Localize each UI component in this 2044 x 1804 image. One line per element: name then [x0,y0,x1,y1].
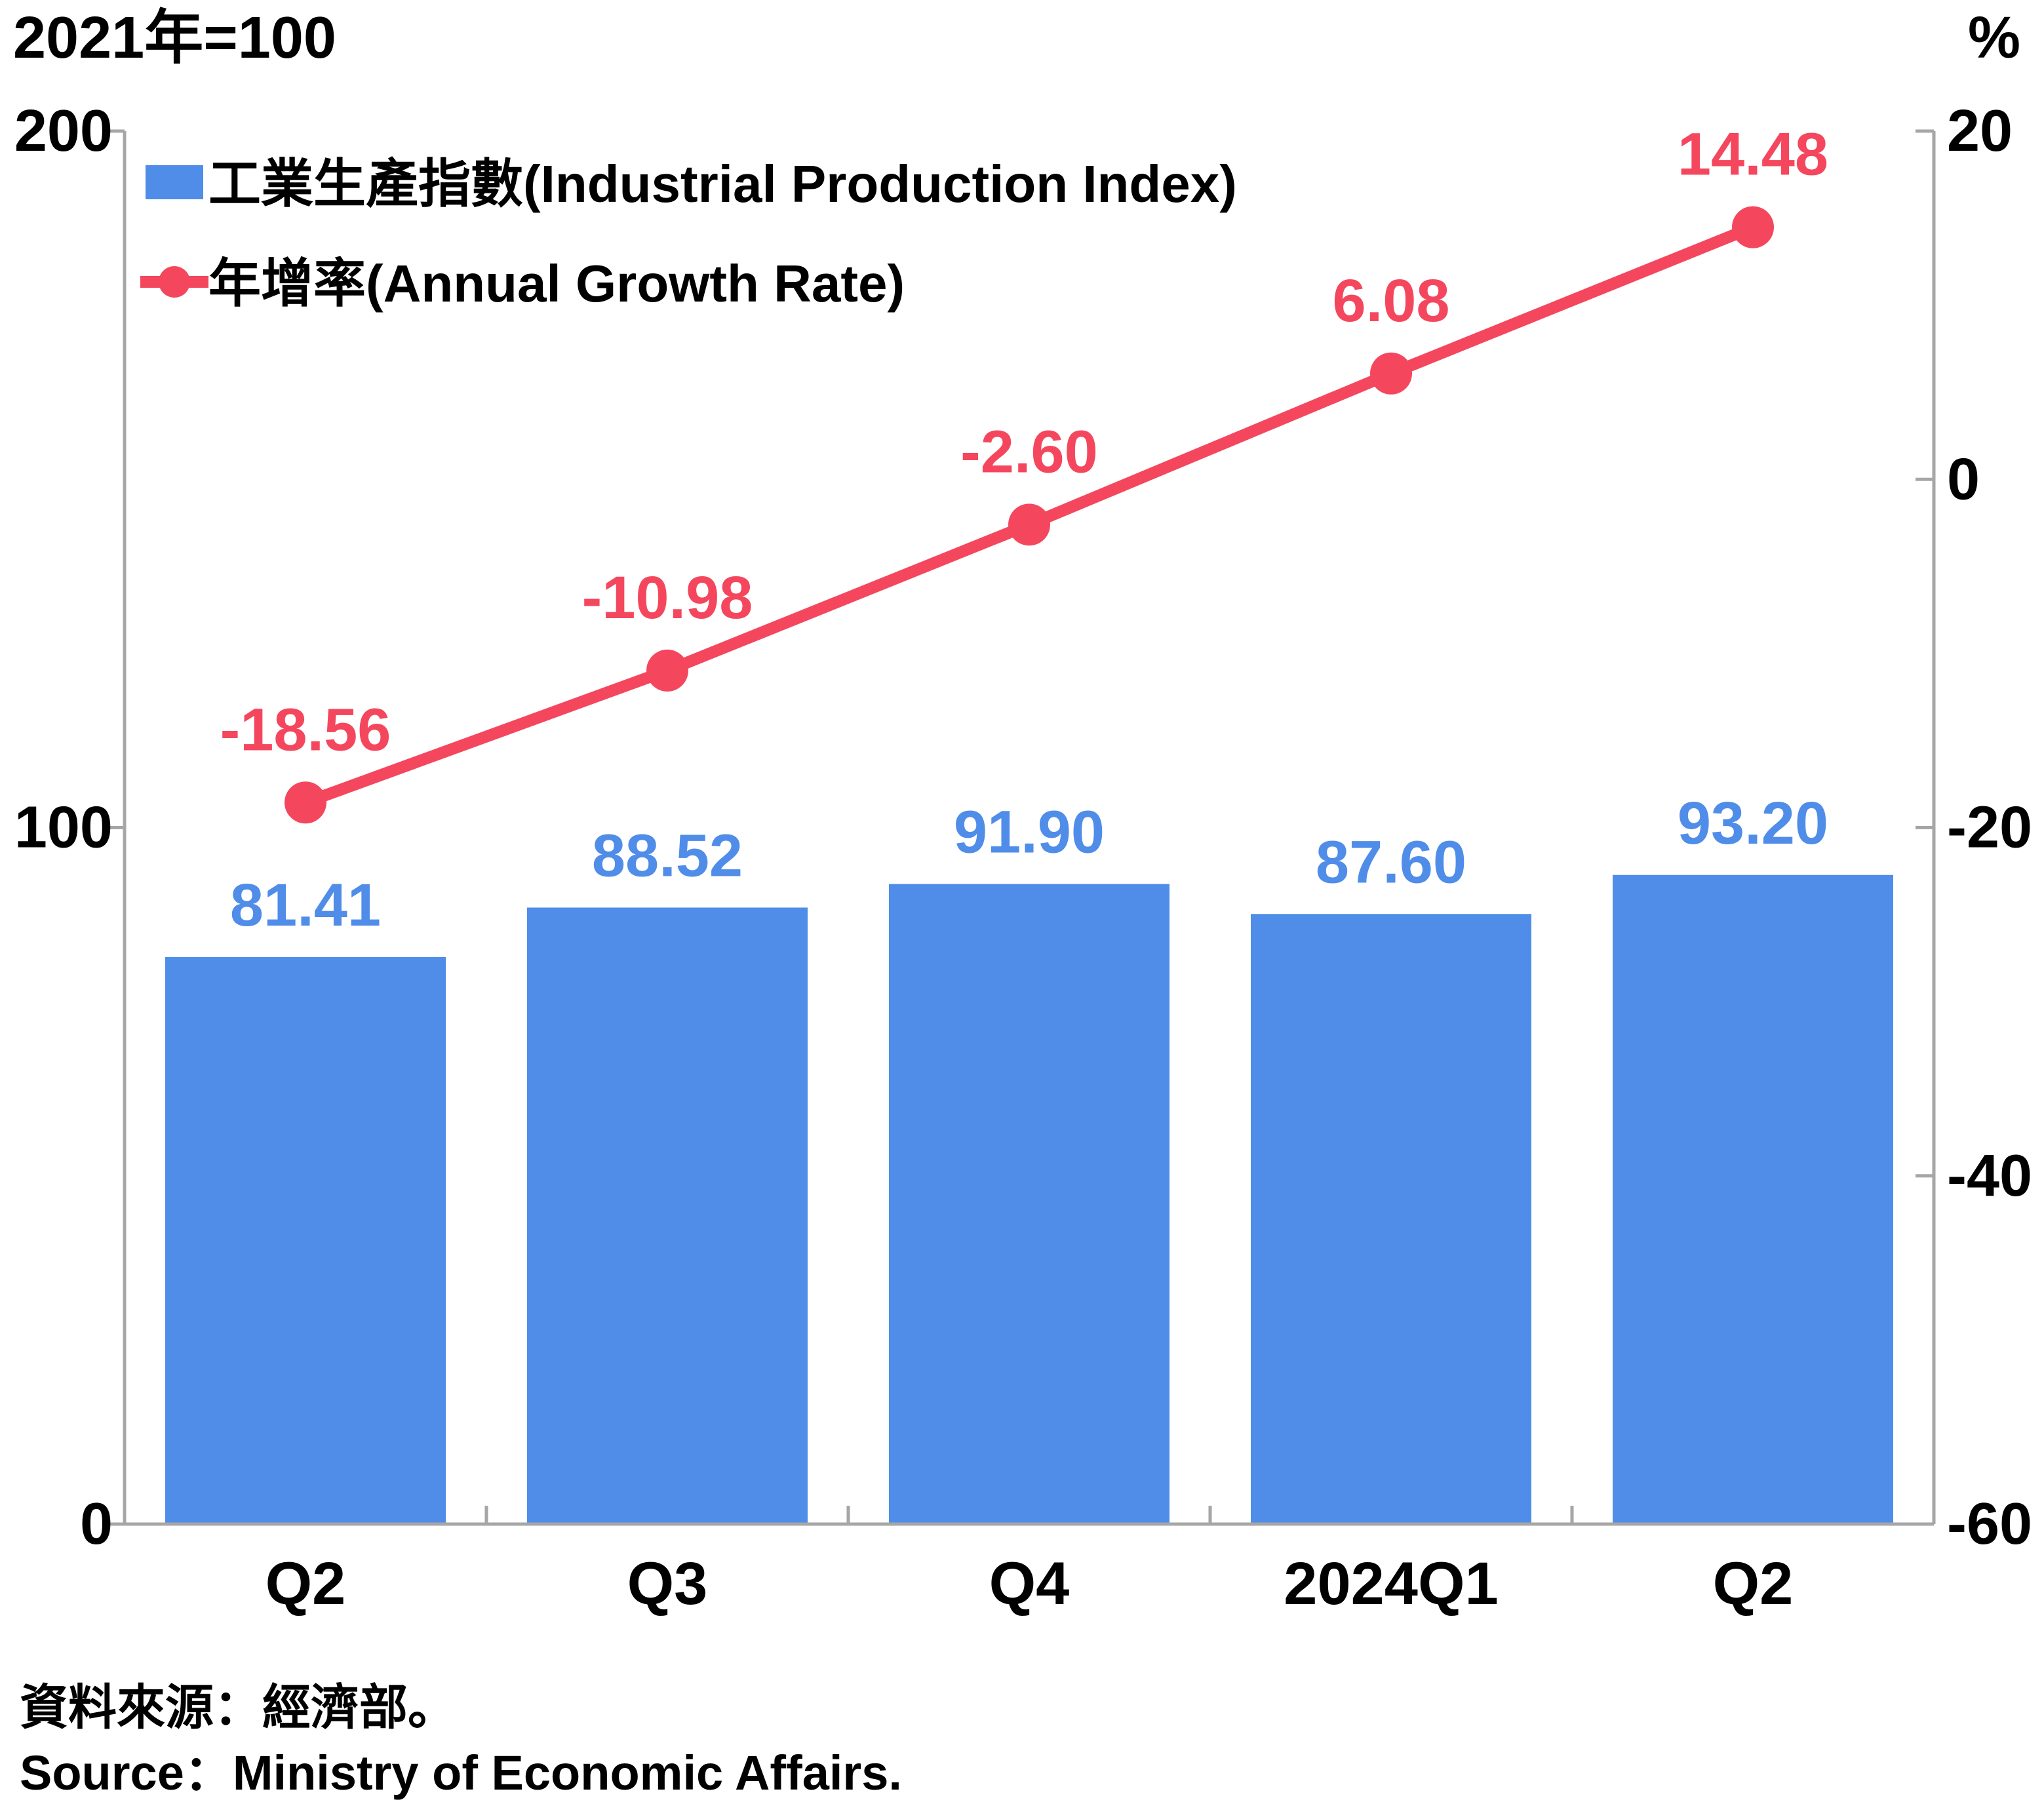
x-axis-tick-label: Q2 [1713,1550,1794,1617]
growth-rate-value-label: 14.48 [1678,121,1828,188]
left-axis-tick-label: 200 [14,98,113,164]
data-labels: 81.41 88.52 91.90 87.60 93.20 -18.56 -10.98 -2.… [220,121,1829,939]
x-axis-tick-label: Q3 [627,1550,708,1617]
line-series [285,206,1774,824]
bar [1613,874,1893,1524]
bar-series [165,874,1893,1524]
bar-value-label: 81.41 [230,872,381,939]
bar-value-label: 88.52 [592,822,743,889]
legend: 工業生產指數(Industrial Production Index) 年增率(… [140,155,1237,313]
right-axis-tick-label: -40 [1947,1143,2032,1209]
legend-swatch-bar [146,165,203,199]
bar [889,884,1169,1524]
growth-rate-point [1370,352,1412,395]
growth-rate-point [285,781,326,824]
right-axis-tick-label: 0 [1947,446,1980,512]
legend-label-line: 年增率(Annual Growth Rate) [208,254,905,313]
bar-value-label: 91.90 [954,799,1105,866]
source-note-zh: 資料來源：經濟部。 [20,1680,456,1735]
growth-rate-value-label: -2.60 [960,418,1098,485]
growth-rate-value-label: -18.56 [220,696,391,763]
bar [1251,914,1531,1524]
x-axis-tick-label: 2024Q1 [1284,1550,1498,1617]
right-axis-tick-label: -20 [1947,795,2032,861]
left-axis-tick-label: 0 [80,1491,113,1557]
growth-rate-point [1008,503,1050,546]
growth-rate-value-label: 6.08 [1332,267,1449,334]
right-axis-tick-label: -60 [1947,1491,2032,1557]
left-axis-tick-label: 100 [14,795,113,861]
legend-label-bar: 工業生產指數(Industrial Production Index) [208,155,1237,213]
source-note-en: Source：Ministry of Economic Affairs. [20,1746,902,1800]
growth-rate-value-label: -10.98 [582,564,753,631]
right-axis-unit: % [1968,5,2020,71]
x-axis-tick-label: Q2 [265,1550,346,1617]
legend-swatch-marker [159,266,190,298]
growth-rate-point [1732,206,1774,248]
x-axis-tick-label: Q4 [989,1550,1070,1617]
bar [527,907,808,1524]
axes: 0 100 200 -60 -40 -20 0 20 Q2 Q3 Q4 2024Q1 Q2 [14,98,2032,1617]
left-axis-unit: 2021年=100 [13,5,336,71]
bar [165,957,446,1524]
bar-value-label: 93.20 [1678,790,1828,857]
right-axis-tick-label: 20 [1947,98,2013,164]
growth-rate-point [646,649,688,692]
bar-value-label: 87.60 [1316,829,1466,895]
